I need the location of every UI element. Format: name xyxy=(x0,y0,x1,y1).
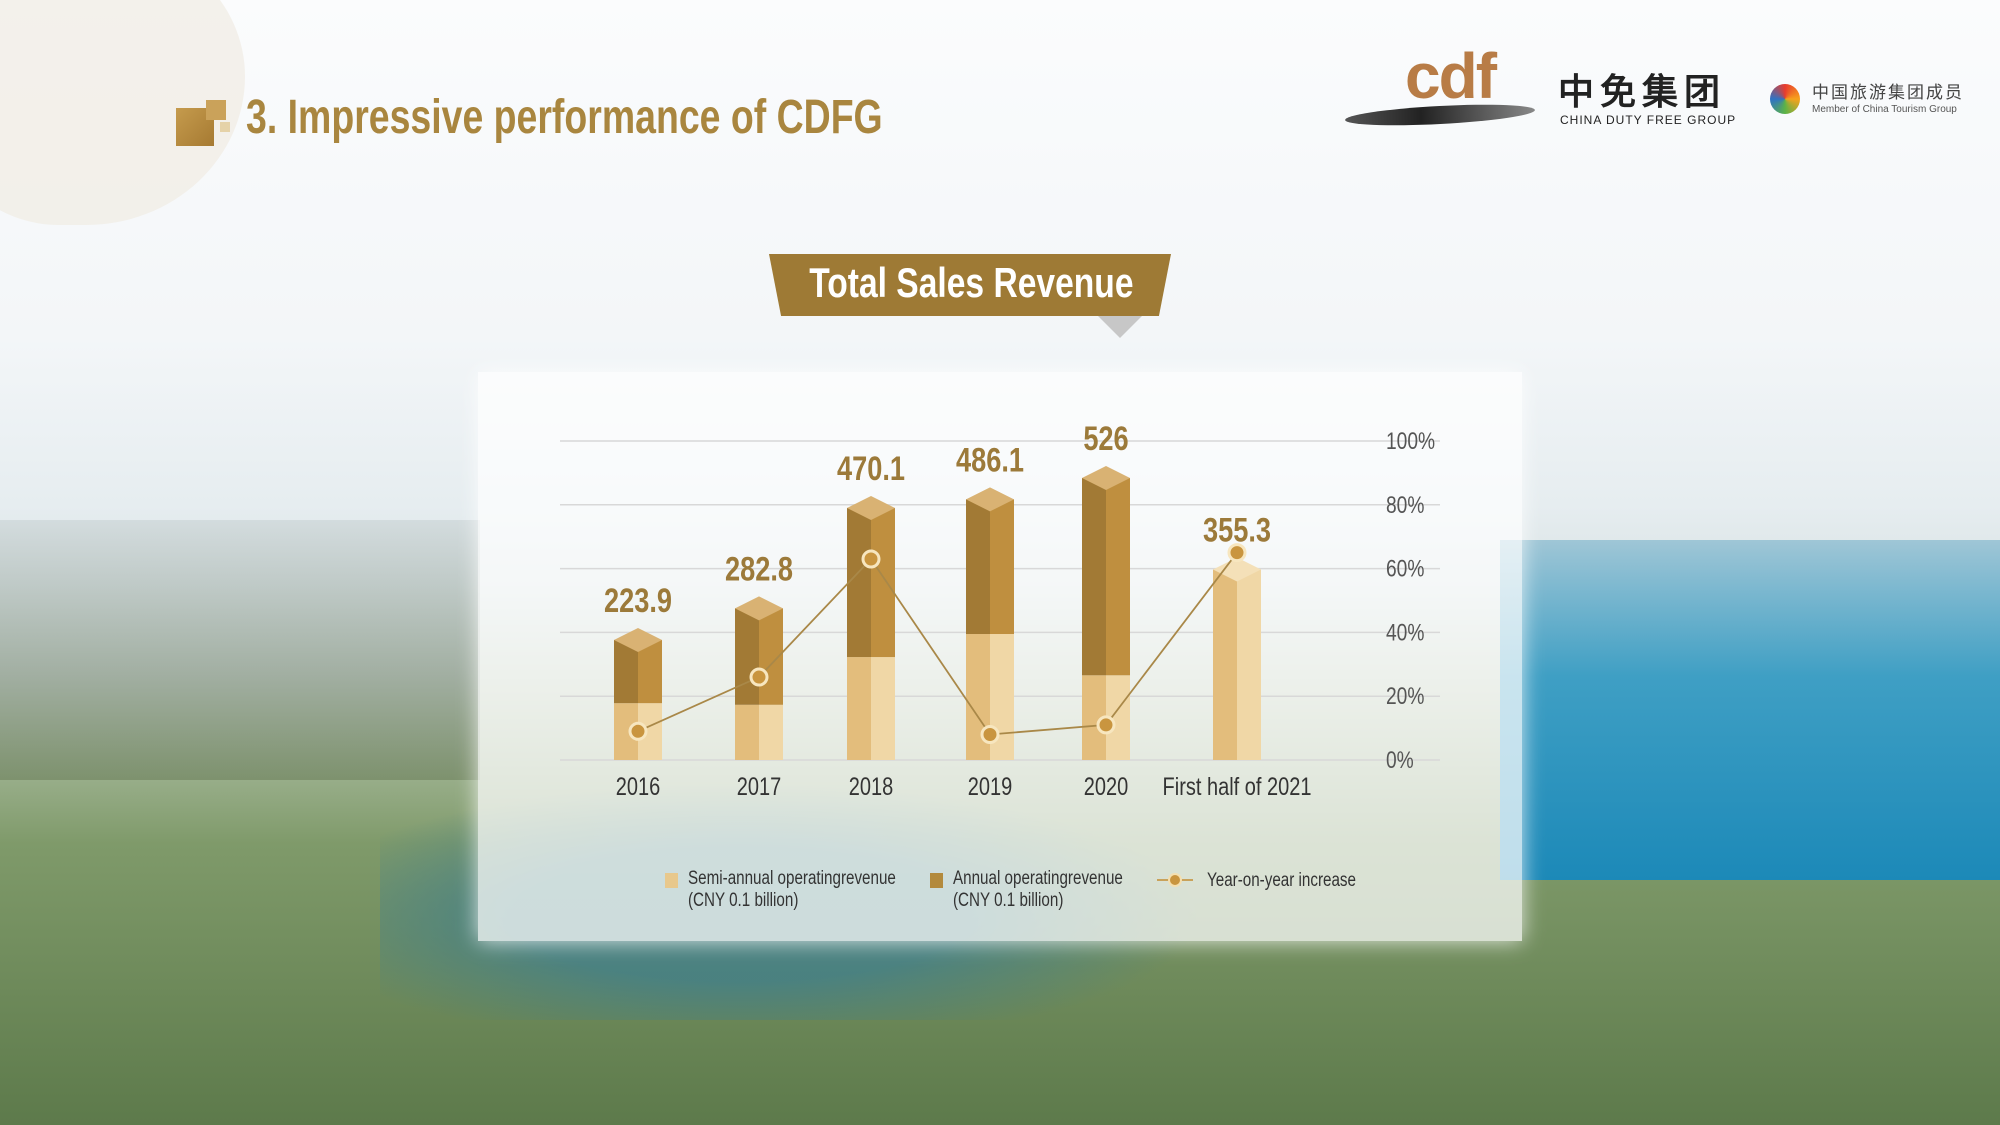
legend-annual: Annual operatingrevenue (CNY 0.1 billion) xyxy=(953,868,1123,912)
member-en: Member of China Tourism Group xyxy=(1812,104,1957,115)
right-axis-tick: 100% xyxy=(1386,427,1435,455)
bar-annual xyxy=(966,499,990,635)
bar-semi-annual xyxy=(1237,569,1261,760)
yoy-point xyxy=(980,724,1000,744)
legend-swatch-annual xyxy=(930,873,943,888)
legend-yoy: Year-on-year increase xyxy=(1207,870,1356,892)
legend-swatch-semi xyxy=(665,873,678,888)
legend-text: Year-on-year increase xyxy=(1207,870,1356,891)
yoy-point xyxy=(628,721,648,741)
right-axis-tick: 0% xyxy=(1386,746,1414,774)
x-axis-label: 2019 xyxy=(968,773,1012,801)
background-city xyxy=(0,520,480,780)
data-label: 470.1 xyxy=(837,449,905,488)
bar-top xyxy=(1082,466,1130,490)
data-label: 223.9 xyxy=(604,581,672,620)
bar-top xyxy=(847,495,895,520)
bar-top xyxy=(966,487,1014,512)
x-axis-label: 2020 xyxy=(1084,773,1128,801)
bar-semi-annual xyxy=(759,704,783,760)
member-cn: 中国旅游集团成员 xyxy=(1812,83,1964,102)
data-label: 486.1 xyxy=(956,440,1024,479)
bar-top xyxy=(735,596,783,621)
data-label: 526 xyxy=(1083,419,1128,458)
legend-semi: Semi-annual operatingrevenue (CNY 0.1 bil… xyxy=(688,868,896,912)
banner-tail xyxy=(1098,316,1142,338)
bar-annual xyxy=(990,499,1014,635)
yoy-point xyxy=(1096,715,1116,735)
right-axis-tick: 60% xyxy=(1386,555,1424,583)
chart-title-banner xyxy=(769,254,1171,316)
background-sea xyxy=(1500,540,2000,880)
bar-semi-annual xyxy=(847,657,871,760)
brand-cn: 中免集团 xyxy=(1558,71,1727,112)
legend-text: Semi-annual operatingrevenue xyxy=(688,868,896,889)
title-bullet-icon xyxy=(220,122,230,132)
bar-annual xyxy=(871,507,895,658)
yoy-line xyxy=(637,552,1238,736)
bar-semi-annual xyxy=(735,704,759,760)
bar-semi-annual xyxy=(1213,569,1237,760)
bar-top xyxy=(614,627,662,652)
right-axis-tick: 40% xyxy=(1386,618,1424,646)
china-tourism-logo-icon xyxy=(1770,84,1800,114)
legend-text: (CNY 0.1 billion) xyxy=(953,890,1064,911)
cdf-logo: cdf xyxy=(1405,40,1497,112)
bar-annual xyxy=(1106,478,1130,676)
data-label: 355.3 xyxy=(1203,511,1271,550)
page-title: 3. Impressive performance of CDFG xyxy=(246,91,883,144)
bar-annual xyxy=(614,639,638,704)
bar-top xyxy=(1213,557,1261,582)
bar-annual xyxy=(1082,478,1106,676)
data-label: 282.8 xyxy=(725,549,793,588)
bar-annual xyxy=(847,507,871,658)
x-axis-label: 2016 xyxy=(616,773,660,801)
yoy-point xyxy=(861,549,881,569)
x-axis-label: First half of 2021 xyxy=(1163,773,1312,801)
yoy-point xyxy=(749,667,769,687)
chart-title: Total Sales Revenue xyxy=(809,259,1134,306)
x-axis-label: 2018 xyxy=(849,773,893,801)
legend-text: (CNY 0.1 billion) xyxy=(688,890,799,911)
bar-semi-annual xyxy=(871,657,895,760)
x-axis-label: 2017 xyxy=(737,773,781,801)
yoy-point xyxy=(1227,543,1247,563)
bar-annual xyxy=(638,639,662,704)
bar-annual xyxy=(735,608,759,705)
legend-text: Annual operatingrevenue xyxy=(953,868,1123,889)
legend-line-icon xyxy=(1157,873,1193,887)
right-axis-tick: 20% xyxy=(1386,682,1424,710)
brand-en: CHINA DUTY FREE GROUP xyxy=(1560,113,1737,127)
title-bullet-icon xyxy=(206,100,226,120)
right-axis-tick: 80% xyxy=(1386,491,1424,519)
